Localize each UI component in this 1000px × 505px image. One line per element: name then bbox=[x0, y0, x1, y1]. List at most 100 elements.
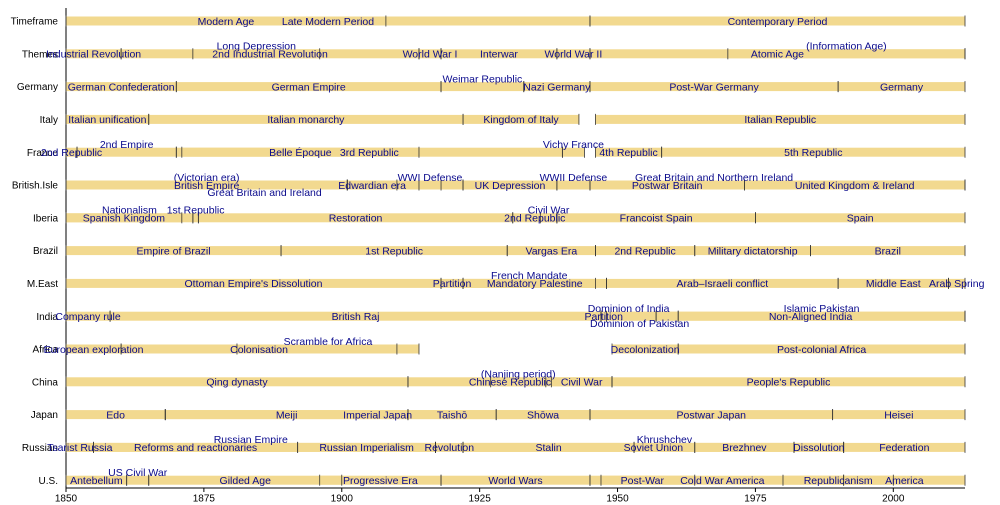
timeline-row: Italy Italian unification Italian monarchy… bbox=[40, 113, 966, 126]
segment-label: Shōwa bbox=[527, 409, 559, 421]
segment-label: British Raj bbox=[332, 311, 380, 323]
segment-label: (Nanjing period) bbox=[481, 369, 556, 381]
segment-bar bbox=[110, 311, 601, 321]
segment-label: Vichy France bbox=[543, 139, 604, 151]
segment-label: Great Britain and Northern Ireland bbox=[635, 172, 793, 184]
segment-label: Non-Aligned India bbox=[769, 311, 853, 323]
segment-label: Company rule bbox=[55, 311, 121, 323]
segment-label: UK Depression bbox=[475, 180, 546, 192]
segment-bar bbox=[66, 475, 127, 485]
segment-label: 3rd Republic bbox=[340, 147, 399, 159]
row-label: Japan bbox=[31, 410, 58, 421]
segment-bar bbox=[66, 213, 193, 223]
segment-label: Tsarist Russia bbox=[47, 442, 113, 454]
segment-label: Interwar bbox=[480, 49, 518, 61]
segment-label: WWI Defense bbox=[398, 172, 463, 184]
segment-bar bbox=[600, 311, 679, 321]
segment-bar bbox=[198, 213, 513, 223]
row-label: M.East bbox=[27, 279, 58, 290]
segment-label: 2nd Republic bbox=[504, 213, 565, 225]
segment-label: World Wars bbox=[488, 475, 542, 487]
segment-bar bbox=[556, 49, 590, 59]
segment-bar bbox=[463, 278, 596, 288]
segment-label: Ottoman Empire's Dissolution bbox=[185, 278, 323, 290]
segment-label: People's Republic bbox=[747, 377, 831, 389]
segment-label: WWII Defense bbox=[540, 172, 608, 184]
segment-bar bbox=[66, 82, 177, 92]
segment-bar bbox=[843, 442, 965, 452]
segment-label: Imperial Japan bbox=[343, 409, 412, 421]
segment-bar bbox=[832, 410, 965, 420]
segment-label: Kingdom of Italy bbox=[483, 114, 559, 126]
segment-bar bbox=[418, 180, 442, 190]
segment-label: Late Modern Period bbox=[282, 16, 374, 28]
segment-bar bbox=[463, 114, 579, 124]
segment-bar bbox=[606, 278, 839, 288]
segment-label: Soviet Union bbox=[624, 442, 684, 454]
segment-bar bbox=[496, 410, 590, 420]
segment-bar bbox=[612, 344, 679, 354]
segment-bar bbox=[66, 442, 436, 452]
segment-label: Italian unification bbox=[68, 114, 146, 126]
segment-label: Spain bbox=[847, 213, 874, 225]
segment-label: French Mandate bbox=[491, 270, 568, 282]
segment-label: Russian Imperialism bbox=[319, 442, 414, 454]
segment-bar bbox=[176, 82, 442, 92]
segment-label: Khrushchev bbox=[637, 434, 693, 446]
segment-bar bbox=[562, 147, 585, 157]
segment-label: Long Depression bbox=[217, 41, 297, 53]
segment-label: 4th Republic bbox=[599, 147, 657, 159]
segment-bar bbox=[441, 49, 557, 59]
segment-label: Federation bbox=[879, 442, 929, 454]
timeline-row: China Qing dynasty Chinese Republic(Nanjin… bbox=[32, 369, 966, 389]
row-label: Russian bbox=[22, 443, 58, 454]
x-tick-label: 2000 bbox=[882, 494, 905, 505]
segment-bar bbox=[523, 82, 590, 92]
segment-label: Stalin bbox=[535, 442, 561, 454]
segment-bar bbox=[507, 246, 596, 256]
segment-bar bbox=[727, 49, 965, 59]
segment-bar bbox=[595, 114, 965, 124]
segment-bar bbox=[600, 475, 844, 485]
x-tick-label: 1950 bbox=[606, 494, 629, 505]
row-label: Africa bbox=[32, 345, 58, 356]
segment-bar bbox=[192, 49, 320, 59]
segment-label: Atomic Age bbox=[751, 49, 804, 61]
segment-label: Italian Republic bbox=[744, 114, 816, 126]
segment-label: Military dictatorship bbox=[708, 245, 798, 257]
segment-bar bbox=[838, 278, 949, 288]
x-tick-label: 1850 bbox=[55, 494, 78, 505]
row-label: China bbox=[32, 377, 59, 388]
segment-label: Dominion of India bbox=[588, 303, 670, 315]
segment-label: World War II bbox=[545, 49, 603, 61]
segment-label: Scramble for Africa bbox=[284, 336, 373, 348]
segment-label: Middle East bbox=[866, 278, 921, 290]
row-label: U.S. bbox=[39, 476, 58, 487]
segment-label: 1st Republic bbox=[365, 245, 423, 257]
segment-label: Spanish Kingdom bbox=[83, 213, 166, 225]
segment-bar bbox=[126, 475, 149, 485]
segment-label: Decolonization bbox=[611, 344, 680, 356]
segment-label: Belle Époque bbox=[269, 146, 332, 159]
segment-bar bbox=[176, 147, 563, 157]
segment-label: Partition bbox=[433, 278, 472, 290]
segment-bar bbox=[441, 278, 464, 288]
segment-bar bbox=[694, 442, 795, 452]
segment-label: Colonisation bbox=[230, 344, 288, 356]
segment-bar bbox=[661, 147, 965, 157]
segment-bar bbox=[782, 475, 894, 485]
segment-label: Post-War bbox=[621, 475, 665, 487]
segment-label: Islamic Pakistan bbox=[784, 303, 860, 315]
segment-label: 5th Republic bbox=[784, 147, 842, 159]
timeline-row: Germany German Confederation German Empire… bbox=[17, 73, 966, 93]
segment-label: Reforms and reactionaries bbox=[134, 442, 257, 454]
segment-bar bbox=[551, 377, 613, 387]
segment-bar bbox=[948, 278, 965, 288]
segment-bar bbox=[66, 180, 464, 190]
segment-bar bbox=[810, 246, 965, 256]
segment-label: Antebellum bbox=[70, 475, 123, 487]
segment-label: Postwar Japan bbox=[677, 409, 747, 421]
row-label: France bbox=[27, 148, 59, 159]
